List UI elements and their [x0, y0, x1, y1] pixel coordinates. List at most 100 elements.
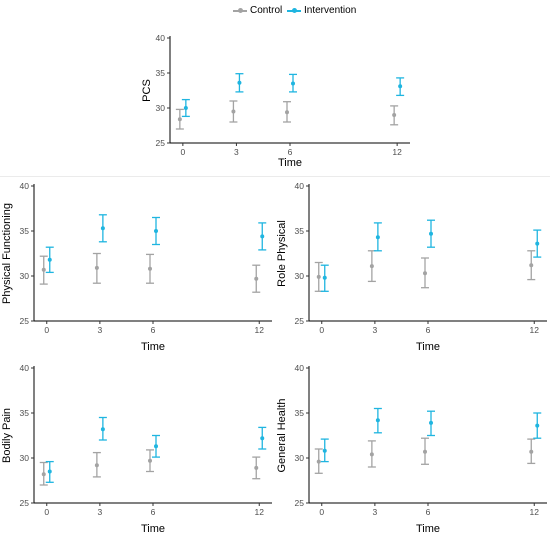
pcs-control-point	[231, 109, 236, 114]
physical-functioning-control-point	[41, 267, 46, 272]
bodily-pain-x-tick-label: 6	[151, 507, 156, 517]
role-physical-x-tick-label: 3	[373, 325, 378, 335]
general-health-control-point	[423, 449, 427, 454]
pcs-control-point	[285, 110, 289, 115]
pcs-control-point	[177, 117, 182, 122]
bodily-pain-intervention-point	[100, 427, 105, 432]
role-physical-intervention-point	[535, 241, 540, 246]
general-health-y-axis-title: General Health	[276, 399, 288, 473]
chart-panel-general-health: 25 30 35 40 0 3 6 12 Time General Health	[276, 363, 547, 535]
bodily-pain-y-tick-label: 40	[20, 363, 30, 373]
role-physical-y-axis-title: Role Physical	[276, 220, 288, 287]
general-health-y-tick-label: 25	[295, 498, 305, 508]
physical-functioning-intervention-point	[100, 226, 105, 231]
pcs-y-axis-title: PCS	[141, 79, 153, 102]
general-health-x-tick-label: 12	[530, 507, 540, 517]
physical-functioning-x-tick-label: 0	[44, 325, 49, 335]
general-health-x-tick-label: 3	[373, 507, 378, 517]
role-physical-control-point	[423, 271, 427, 276]
role-physical-intervention-point	[429, 231, 433, 236]
role-physical-intervention-point	[375, 235, 380, 240]
role-physical-control-point	[369, 264, 374, 269]
pcs-intervention-point	[183, 106, 188, 110]
pcs-y-tick-label: 25	[156, 138, 166, 148]
pcs-intervention-point	[237, 80, 242, 85]
bodily-pain-intervention-point	[260, 436, 265, 441]
general-health-control-point	[529, 449, 534, 454]
role-physical-x-tick-label: 12	[530, 325, 540, 335]
general-health-y-tick-label: 30	[295, 453, 305, 463]
pcs-x-tick-label: 0	[180, 147, 185, 157]
role-physical-y-tick-label: 40	[295, 181, 305, 191]
pcs-y-tick-label: 30	[156, 103, 166, 113]
bodily-pain-y-tick-label: 30	[20, 453, 30, 463]
role-physical-x-tick-label: 0	[319, 325, 324, 335]
general-health-x-tick-label: 6	[426, 507, 431, 517]
physical-functioning-control-point	[94, 265, 99, 270]
general-health-control-point	[316, 459, 321, 464]
pcs-intervention-point	[291, 81, 295, 86]
role-physical-x-tick-label: 6	[426, 325, 431, 335]
physical-functioning-x-tick-label: 3	[98, 325, 103, 335]
chart-panel-bodily-pain: 25 30 35 40 0 3 6 12 Time Bodily Pain	[1, 363, 272, 535]
role-physical-y-tick-label: 30	[295, 271, 305, 281]
chart-legend: Control Intervention	[0, 2, 550, 20]
pcs-intervention-point	[398, 84, 403, 89]
physical-functioning-y-tick-label: 30	[20, 271, 30, 281]
pcs-y-tick-label: 40	[156, 33, 166, 43]
bodily-pain-x-tick-label: 3	[98, 507, 103, 517]
physical-functioning-control-point	[148, 266, 152, 271]
legend-label-control: Control	[250, 5, 283, 16]
general-health-x-tick-label: 0	[319, 507, 324, 517]
legend-key-control	[233, 2, 247, 20]
bodily-pain-y-axis-title: Bodily Pain	[1, 408, 13, 463]
legend-key-intervention	[287, 2, 301, 20]
pcs-x-tick-label: 12	[392, 147, 402, 157]
bodily-pain-y-tick-label: 25	[20, 498, 30, 508]
physical-functioning-y-axis-title: Physical Functioning	[1, 203, 13, 304]
pcs-x-tick-label: 3	[234, 147, 239, 157]
general-health-x-axis-title: Time	[416, 523, 440, 535]
general-health-intervention-point	[535, 423, 540, 428]
bodily-pain-control-point	[254, 465, 259, 470]
physical-functioning-x-tick-label: 12	[255, 325, 265, 335]
general-health-y-tick-label: 40	[295, 363, 305, 373]
physical-functioning-intervention-point	[154, 229, 158, 233]
role-physical-control-point	[316, 274, 321, 279]
bodily-pain-control-point	[41, 472, 46, 477]
physical-functioning-intervention-point	[47, 257, 52, 262]
role-physical-intervention-point	[322, 275, 327, 280]
general-health-y-tick-label: 35	[295, 408, 305, 418]
legend-label-intervention: Intervention	[304, 5, 357, 16]
pcs-control-point	[392, 113, 397, 117]
physical-functioning-intervention-point	[260, 234, 265, 239]
general-health-control-point	[369, 452, 374, 457]
general-health-intervention-point	[322, 448, 327, 453]
bodily-pain-x-tick-label: 12	[255, 507, 265, 517]
role-physical-y-tick-label: 25	[295, 316, 305, 326]
physical-functioning-y-tick-label: 25	[20, 316, 30, 326]
bodily-pain-control-point	[94, 463, 99, 468]
panel-divider	[0, 176, 550, 177]
physical-functioning-control-point	[254, 276, 259, 281]
bodily-pain-intervention-point	[154, 444, 158, 449]
chart-panel-pcs: 25 30 35 40 0 3 6 12 Time PCS	[141, 33, 410, 169]
bodily-pain-control-point	[148, 458, 152, 463]
physical-functioning-y-tick-label: 40	[20, 181, 30, 191]
physical-functioning-y-tick-label: 35	[20, 226, 30, 236]
chart-panel-physical-functioning: 25 30 35 40 0 3 6 12 Time Physical Functioning	[1, 181, 272, 353]
pcs-x-tick-label: 6	[288, 147, 293, 157]
chart-panel-role-physical: 25 30 35 40 0 3 6 12 Time Role Physical	[276, 181, 547, 353]
general-health-intervention-point	[375, 418, 380, 423]
bodily-pain-x-axis-title: Time	[141, 523, 165, 535]
role-physical-control-point	[529, 263, 534, 268]
physical-functioning-x-axis-title: Time	[141, 341, 165, 353]
role-physical-y-tick-label: 35	[295, 226, 305, 236]
bodily-pain-x-tick-label: 0	[44, 507, 49, 517]
physical-functioning-x-tick-label: 6	[151, 325, 156, 335]
pcs-y-tick-label: 35	[156, 68, 166, 78]
bodily-pain-intervention-point	[47, 469, 52, 474]
bodily-pain-y-tick-label: 35	[20, 408, 30, 418]
role-physical-x-axis-title: Time	[416, 341, 440, 353]
pcs-x-axis-title: Time	[278, 157, 302, 169]
